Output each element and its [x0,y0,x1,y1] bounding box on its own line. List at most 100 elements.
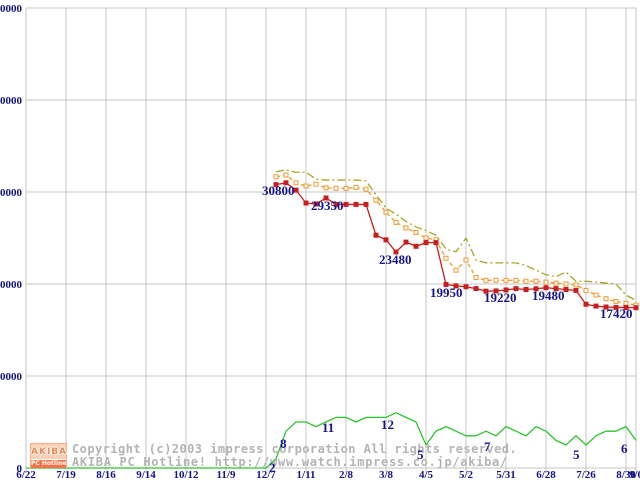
data-point-label: 11 [322,420,334,435]
series-average-price-orange-marker [473,275,479,281]
series-average-price-orange-marker [413,229,419,235]
series-average-price-orange-marker [463,257,469,263]
series-lowest-price-red-marker [293,187,299,193]
series-lowest-price-red-marker [373,232,379,238]
series-layer [26,169,639,469]
series-lowest-price-red-marker [413,243,419,249]
data-point-label: 19480 [532,288,565,303]
data-point-label: 17420 [600,306,633,321]
series-average-price-orange-marker [283,172,289,178]
series-average-price-orange-marker [623,300,629,306]
data-point-label: 23480 [379,252,412,267]
series-average-price-orange-marker [533,278,539,284]
series-lowest-price-red-marker [533,286,539,292]
data-point-label: 5 [417,447,424,462]
series-lowest-price-red-marker [563,287,569,293]
series-lowest-price-red-marker [613,304,619,310]
series-lowest-price-red-marker [543,285,549,291]
x-axis-tick-label: 7/19 [56,469,76,480]
series-lowest-price-red-marker [433,240,439,246]
series-lowest-price-red-marker [513,286,519,292]
series-average-price-orange-marker [443,255,449,261]
x-axis-tick-label: 4/5 [419,469,434,480]
series-lowest-price-red-marker [383,237,389,243]
series-lowest-price-red-marker [493,288,499,294]
series-average-price-orange-marker [453,267,459,273]
series-average-price-orange-marker [353,184,359,190]
series-average-price-orange-marker [423,235,429,241]
point-label-layer: 30800 29350 23480 19950 19220 19480 17420 28 11 1… [262,183,633,475]
y-axis-tick-label: 20000 [0,279,23,291]
series-lowest-price-red-marker [423,240,429,246]
x-axis-tick-label: 10/12 [173,469,199,480]
x-axis-tick-label: 8/16 [96,469,116,480]
series-lowest-price-red-marker [403,239,409,245]
x-axis-tick-label: 5/31 [496,469,516,480]
series-average-price-orange-marker [563,281,569,287]
series-lowest-price-red-marker [463,284,469,290]
series-average-price-orange-marker [583,287,589,293]
series-lowest-price-red-marker [623,304,629,310]
series-average-price-orange-marker [303,183,309,189]
series-average-price-orange-marker [493,277,499,283]
series-average-price-orange-marker [343,185,349,191]
series-lowest-price-red-marker [443,281,449,287]
series-average-price-orange-marker [553,280,559,286]
data-point-label: 30800 [262,183,295,198]
x-axis-tick-label: 9/14 [136,469,156,480]
x-axis-tick-label: 1/11 [297,469,316,480]
series-lowest-price-red-marker [553,286,559,292]
series-highest-price-olive-line [275,169,637,302]
x-axis-tick-label: 12/7 [256,469,276,480]
x-axis-tick-label: 11/9 [217,469,236,480]
data-point-label: 19220 [484,290,517,305]
x-axis-tick-label: 6/28 [536,469,556,480]
series-lowest-price-red-marker [273,182,279,188]
x-axis-tick-label: 7/26 [576,469,596,480]
data-point-label: 8 [280,436,287,451]
series-lowest-price-red-marker [603,304,609,310]
copyright-line-2: AKIBA PC Hotline! http://www.watch.impre… [72,455,508,469]
y-axis-tick-label: 50000 [0,3,23,15]
series-lowest-price-red-marker [283,180,289,186]
series-lowest-price-red-marker [503,287,509,293]
series-lowest-price-red-marker [343,201,349,207]
series-average-price-orange-marker [573,282,579,288]
series-lowest-price-red-marker [303,200,309,206]
series-lowest-price-red-marker [363,201,369,207]
akiba-pc-hotline-logo: AKIBA PC Hotline! [30,443,67,468]
series-average-price-orange-marker [503,277,509,283]
series-lowest-price-red-marker [393,249,399,255]
y-axis-tick-label: 40000 [0,95,23,107]
series-average-price-orange-marker [393,219,399,225]
series-average-price-orange-marker [293,180,299,186]
series-lowest-price-red-marker [453,283,459,289]
series-lowest-price-red-marker [353,201,359,207]
series-average-price-orange-marker [543,279,549,285]
series-average-price-orange-marker [513,277,519,283]
series-average-price-orange-marker [523,278,529,284]
data-point-label: 2 [269,460,276,475]
series-shop-count-green-line [26,412,637,469]
x-axis-tick-label: 3/8 [379,469,394,480]
data-point-label: 12 [381,417,394,432]
series-average-price-orange-marker [373,197,379,203]
series-lowest-price-red-marker [333,201,339,207]
data-point-label: 7 [484,439,491,454]
data-point-label: 5 [573,447,580,462]
akiba-logo-subtitle: PC Hotline! [31,459,66,468]
copyright-line-1: Copyright (c)2003 impress corporation Al… [72,442,517,456]
x-axis-tick-label: 2/8 [339,469,354,480]
series-lowest-price-red-marker [523,287,529,293]
series-average-price-orange-marker [593,292,599,298]
series-lowest-price-red-marker [573,287,579,293]
series-average-price-orange-marker [603,296,609,302]
grid-layer [25,7,637,472]
y-axis-tick-label: 10000 [0,371,23,383]
x-axis-tick-label: 8/30 [616,469,636,480]
series-lowest-price-red-marker [323,195,329,201]
series-lowest-price-red-marker [583,301,589,307]
data-point-label: 6 [621,441,628,456]
